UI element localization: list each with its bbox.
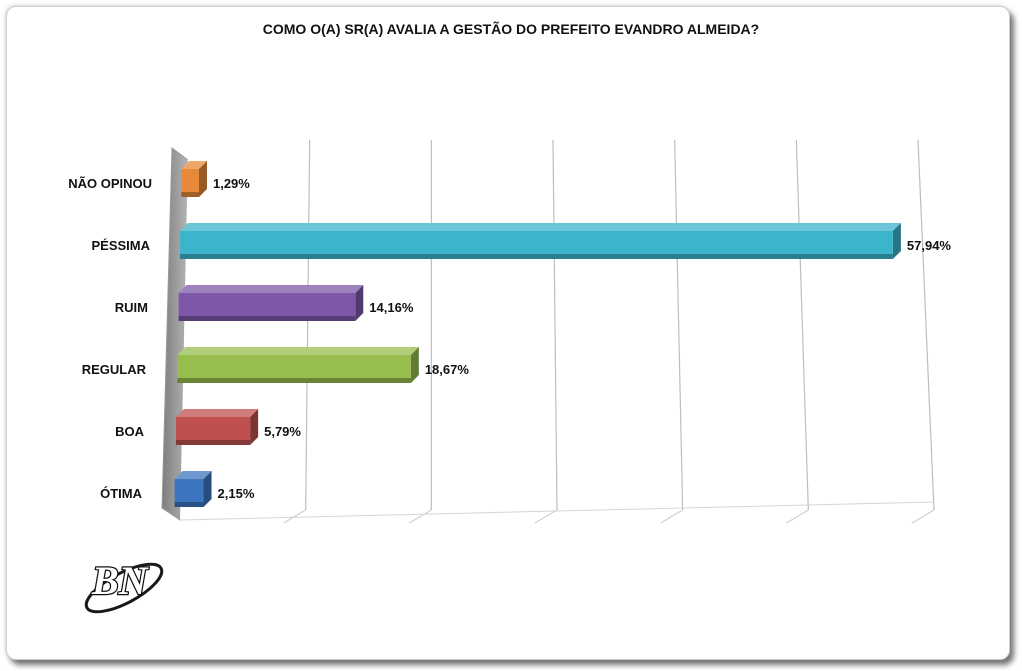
gridline-floor: [911, 509, 935, 524]
bar-top: [181, 161, 207, 169]
gridline: [552, 139, 558, 511]
bar-end: [198, 161, 207, 197]
value-label: 5,79%: [264, 424, 301, 439]
bar-end: [892, 223, 901, 259]
bn-logo: BN: [84, 557, 164, 614]
gridline: [674, 139, 684, 511]
bar-shade: [175, 440, 251, 445]
value-label: 18,67%: [425, 362, 470, 377]
value-label: 57,94%: [907, 238, 952, 253]
bar: [181, 169, 199, 197]
bar-shade: [174, 502, 204, 507]
value-label: 14,16%: [369, 300, 414, 315]
bar-top: [177, 347, 419, 355]
gridline-floor: [283, 509, 306, 524]
category-label: REGULAR: [82, 362, 147, 377]
bar-shade: [178, 316, 356, 321]
gridline-floor: [409, 509, 432, 524]
bar-top: [179, 223, 901, 231]
bar-end: [355, 285, 364, 321]
bars-layer: [174, 161, 901, 507]
category-label: RUIM: [115, 300, 148, 315]
value-label: 2,15%: [218, 486, 255, 501]
bar-shade: [177, 378, 411, 383]
category-label: BOA: [115, 424, 145, 439]
gridline: [305, 139, 311, 511]
chart-back-wall: [161, 138, 935, 524]
gridline-floor: [786, 509, 809, 524]
category-label: PÉSSIMA: [91, 238, 150, 253]
gridline-floor: [534, 509, 558, 524]
bn-logo-text: BN: [91, 558, 150, 603]
bar-shade: [181, 192, 199, 197]
value-label: 1,29%: [213, 176, 250, 191]
category-label: NÃO OPINOU: [68, 176, 152, 191]
gridline: [917, 139, 935, 511]
bar-top: [174, 471, 212, 479]
gridline: [795, 139, 809, 511]
bar-end: [203, 471, 212, 507]
bar-top: [178, 285, 364, 293]
labels-layer: NÃO OPINOU 1,29% PÉSSIMA 57,94% RUIM 14,16% RE…: [68, 176, 951, 501]
bar-end: [410, 347, 419, 383]
floor-edge: [179, 501, 935, 521]
category-label: ÓTIMA: [100, 486, 142, 501]
bar-end: [250, 409, 259, 445]
chart-title: COMO O(A) SR(A) AVALIA A GESTÃO DO PREFE…: [262, 21, 760, 37]
bar-top: [175, 409, 259, 417]
bar-shade: [179, 254, 893, 259]
gridline-floor: [660, 509, 683, 524]
